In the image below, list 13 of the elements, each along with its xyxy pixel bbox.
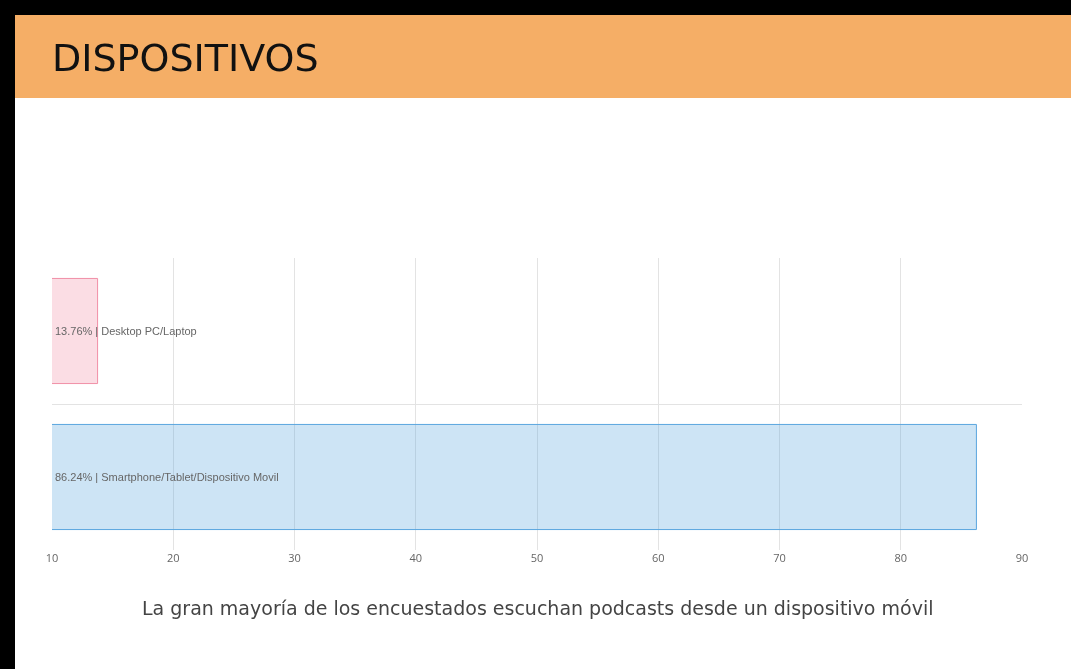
x-tick-label: 70 xyxy=(773,550,786,565)
chart-title: DISPOSITIVOS xyxy=(52,36,319,81)
x-tick-label: 40 xyxy=(409,550,423,565)
x-tick-label: 60 xyxy=(651,550,665,565)
y-tick-label: 13.76% | Desktop PC/Laptop xyxy=(55,325,197,337)
x-tick-label: 50 xyxy=(530,550,544,565)
text: La gran mayoría de los encuestados escuchan podcasts desde un dispositivo móvil xyxy=(142,597,934,619)
x-tick-label: 30 xyxy=(288,550,301,565)
y-tick-label: 86.24% | Smartphone/Tablet/Dispositivo Movil xyxy=(55,471,279,483)
x-tick-label: 10 xyxy=(45,550,59,565)
x-tick-label: 90 xyxy=(1015,550,1029,565)
x-tick-label: 20 xyxy=(166,550,180,565)
x-tick-label: 80 xyxy=(894,550,908,565)
